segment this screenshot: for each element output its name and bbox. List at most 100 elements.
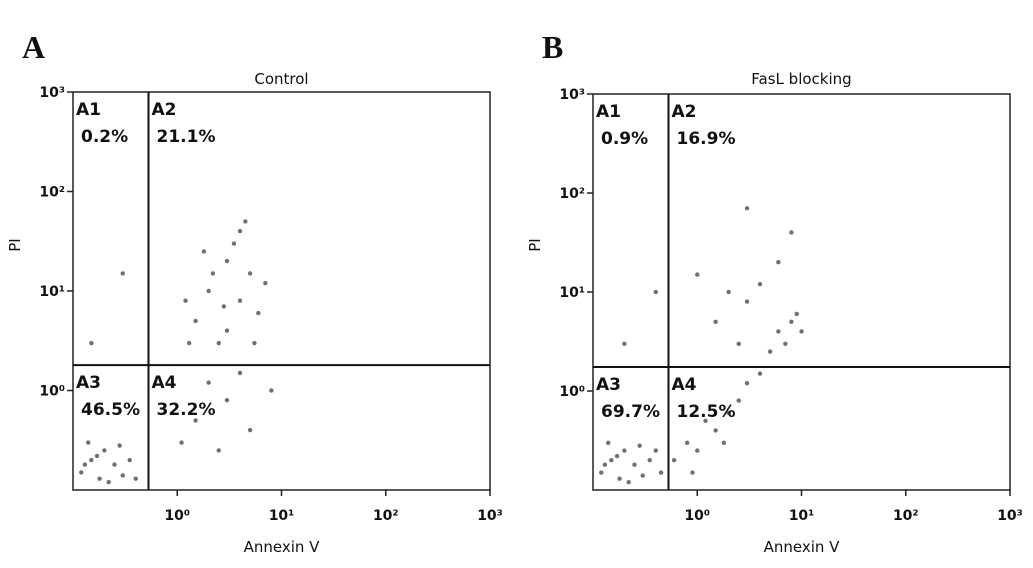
event-dot xyxy=(256,310,261,316)
y-tick-label: 10⁰ xyxy=(39,384,65,400)
event-dot xyxy=(744,299,750,304)
quadrant-name: A3 xyxy=(596,375,621,395)
x-axis-label: Annexin V xyxy=(764,538,841,556)
event-dot xyxy=(247,427,253,433)
event-dot xyxy=(602,462,608,467)
event-dot xyxy=(640,473,645,478)
y-axis-label: PI xyxy=(526,238,544,251)
event-dot xyxy=(713,428,718,433)
event-dot xyxy=(102,448,107,453)
y-tick-label: 10³ xyxy=(559,87,585,103)
event-dot xyxy=(637,443,642,448)
event-dot xyxy=(609,457,614,463)
event-dot xyxy=(632,462,637,467)
event-dot xyxy=(127,457,132,463)
event-dot xyxy=(794,311,799,317)
event-dot xyxy=(193,318,198,324)
event-dot xyxy=(97,476,102,481)
quadrant-percent: 69.7% xyxy=(601,402,660,422)
x-tick-label: 10⁰ xyxy=(164,508,190,524)
quadrant-percent: 32.2% xyxy=(157,400,216,420)
chart-title: Control xyxy=(254,70,308,88)
event-dot xyxy=(247,271,253,276)
event-dot xyxy=(695,448,700,453)
event-dot xyxy=(86,440,91,445)
event-dot xyxy=(647,457,652,463)
event-dot xyxy=(690,470,695,475)
quadrant-percent: 46.5% xyxy=(81,400,140,420)
quadrant-name: A1 xyxy=(596,102,621,122)
event-dot xyxy=(112,462,117,467)
x-tick-label: 10⁰ xyxy=(684,508,710,524)
event-dot xyxy=(789,230,794,235)
quadrant-name: A2 xyxy=(672,102,697,122)
event-dot xyxy=(237,298,243,303)
event-dot xyxy=(606,440,611,445)
event-dot xyxy=(82,462,88,467)
event-dot xyxy=(695,272,700,277)
quadrant-percent: 21.1% xyxy=(157,127,216,147)
quadrant-percent: 16.9% xyxy=(677,129,736,149)
event-dot xyxy=(726,410,731,416)
event-dot xyxy=(744,206,750,211)
event-dot xyxy=(210,271,216,276)
event-dot xyxy=(703,418,708,424)
event-dot xyxy=(216,448,221,453)
event-dot xyxy=(684,440,690,445)
event-dot xyxy=(231,241,237,246)
event-dot xyxy=(783,341,788,346)
event-dot xyxy=(106,479,111,485)
event-dot xyxy=(120,271,125,276)
y-tick-label: 10¹ xyxy=(39,284,65,300)
y-tick-label: 10² xyxy=(39,185,65,201)
x-tick-label: 10¹ xyxy=(789,508,815,524)
event-dot xyxy=(671,457,677,463)
event-dot xyxy=(776,259,781,265)
quadrant-percent: 12.5% xyxy=(677,402,736,422)
event-dot xyxy=(776,329,781,334)
event-dot xyxy=(799,329,804,334)
event-dot xyxy=(614,453,620,459)
event-dot xyxy=(626,479,631,485)
event-dot xyxy=(252,340,257,346)
event-dot xyxy=(622,341,627,346)
event-dot xyxy=(269,388,274,393)
panel-letter: A xyxy=(22,29,45,65)
panel-letter: B xyxy=(542,29,563,65)
quadrant-name: A4 xyxy=(672,375,697,395)
chart-title: FasL blocking xyxy=(751,70,851,88)
event-dot xyxy=(206,288,211,294)
event-dot xyxy=(757,371,763,376)
x-tick-label: 10³ xyxy=(997,508,1023,524)
event-dot xyxy=(721,440,727,445)
event-dot xyxy=(94,453,100,459)
event-dot xyxy=(658,470,664,475)
y-tick-label: 10³ xyxy=(39,85,65,101)
event-dot xyxy=(201,249,207,254)
event-dot xyxy=(736,398,741,403)
x-tick-label: 10² xyxy=(373,508,399,524)
x-tick-label: 10³ xyxy=(477,508,503,524)
event-dot xyxy=(216,340,221,346)
x-tick-label: 10² xyxy=(893,508,919,524)
y-axis-label: PI xyxy=(6,238,24,251)
quadrant-percent: 0.9% xyxy=(601,129,648,149)
event-dot xyxy=(221,304,227,309)
event-dot xyxy=(599,470,604,475)
event-dot xyxy=(120,473,125,478)
event-dot xyxy=(789,319,794,325)
event-dot xyxy=(622,448,627,453)
event-dot xyxy=(726,289,731,295)
event-dot xyxy=(767,349,773,354)
event-dot xyxy=(736,341,741,346)
y-tick-label: 10¹ xyxy=(559,285,585,301)
event-dot xyxy=(206,380,211,385)
x-tick-label: 10¹ xyxy=(269,508,295,524)
event-dot xyxy=(757,281,763,287)
y-tick-label: 10⁰ xyxy=(559,384,585,400)
y-tick-label: 10² xyxy=(559,186,585,202)
quadrant-name: A4 xyxy=(152,373,177,393)
event-dot xyxy=(183,298,188,303)
quadrant-name: A2 xyxy=(152,100,177,120)
